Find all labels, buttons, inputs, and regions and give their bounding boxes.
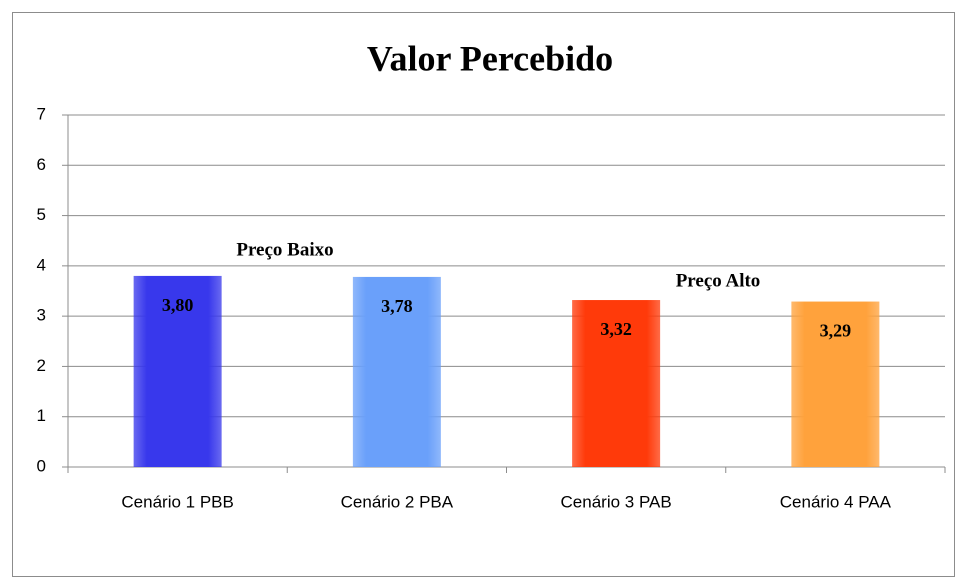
- value-label: 3,80: [162, 295, 194, 315]
- y-tick-label: 1: [37, 406, 46, 425]
- x-tick-label: Cenário 1 PBB: [121, 492, 233, 511]
- bar: [133, 275, 222, 467]
- x-tick-label: Cenário 3 PAB: [561, 492, 672, 511]
- value-label: 3,29: [820, 321, 852, 341]
- y-tick-label: 0: [37, 456, 46, 475]
- chart-title: Valor Percebido: [367, 38, 613, 78]
- x-tick-label: Cenário 4 PAA: [780, 492, 892, 511]
- value-label: 3,32: [600, 319, 632, 339]
- y-tick-label: 6: [37, 155, 46, 174]
- y-tick-label: 5: [37, 205, 46, 224]
- bar: [572, 300, 661, 467]
- y-tick-label: 2: [37, 356, 46, 375]
- y-tick-label: 3: [37, 306, 46, 325]
- bar: [791, 301, 880, 467]
- y-tick-label: 7: [37, 104, 46, 123]
- bar: [352, 276, 441, 467]
- annotation: Preço Alto: [676, 270, 761, 291]
- value-label: 3,78: [381, 296, 413, 316]
- x-tick-label: Cenário 2 PBA: [341, 492, 454, 511]
- y-tick-label: 4: [37, 255, 46, 274]
- annotation: Preço Baixo: [236, 239, 333, 260]
